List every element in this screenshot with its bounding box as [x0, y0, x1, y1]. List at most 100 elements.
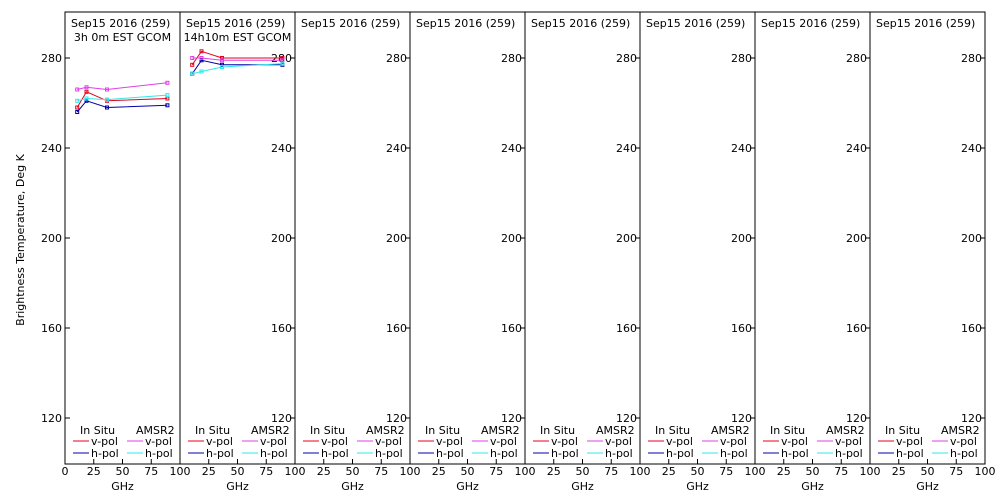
- data-point-in-situ-h-pol: [165, 103, 170, 108]
- x-tick-label: 25: [202, 465, 216, 478]
- x-tick-label: 100: [975, 465, 996, 478]
- y-tick-label: 160: [731, 322, 752, 335]
- x-tick-label: 100: [745, 465, 766, 478]
- chart-panel-6: Sep15 2016 (259) 120 160 200 240 280 25 50 75 100…: [639, 11, 766, 493]
- legend-title-insitu: In Situ: [425, 424, 460, 437]
- data-point-in-situ-h-pol: [75, 110, 80, 114]
- x-tick-label: 50: [116, 465, 130, 478]
- legend-title-insitu: In Situ: [885, 424, 920, 437]
- y-tick-label: 160: [846, 322, 867, 335]
- legend-label-amsr2-v-pol: v-pol: [835, 435, 862, 448]
- legend-label-amsr2-v-pol: v-pol: [490, 435, 517, 448]
- y-tick-label: 200: [41, 232, 62, 245]
- legend-label-insitu-v-pol: v-pol: [551, 435, 578, 448]
- x-tick-label: 50: [576, 465, 590, 478]
- x-tick-label: 75: [604, 465, 618, 478]
- x-tick-label: 25: [662, 465, 676, 478]
- legend-label-insitu-v-pol: v-pol: [896, 435, 923, 448]
- y-tick-label: 280: [616, 52, 637, 65]
- legend-label-insitu-h-pol: h-pol: [321, 447, 349, 460]
- legend-label-insitu-v-pol: v-pol: [206, 435, 233, 448]
- data-point-in-situ-h-pol: [105, 105, 109, 110]
- x-tick-label: 100: [285, 465, 306, 478]
- legend-label-amsr2-h-pol: h-pol: [260, 447, 288, 460]
- data-point-in-situ-v-pol: [220, 56, 224, 60]
- series-line-in-situ-h-pol: [76, 100, 168, 113]
- x-tick-label: 25: [432, 465, 446, 478]
- x-tick-label: 75: [834, 465, 848, 478]
- legend-label-insitu-v-pol: v-pol: [321, 435, 348, 448]
- x-tick-label: 25: [547, 465, 561, 478]
- legend-label-amsr2-v-pol: v-pol: [260, 435, 287, 448]
- legend-label-insitu-h-pol: h-pol: [781, 447, 809, 460]
- legend-title-amsr2: AMSR2: [251, 424, 290, 437]
- data-point-amsr2-h-pol: [220, 65, 224, 69]
- panel-title: Sep15 2016 (259): [301, 17, 400, 30]
- y-tick-label: 200: [731, 232, 752, 245]
- legend-title-insitu: In Situ: [655, 424, 690, 437]
- data-point-in-situ-v-pol: [280, 56, 285, 60]
- chart-panel-5: Sep15 2016 (259) 120 160 200 240 280 25 50 75 100…: [524, 11, 651, 493]
- x-tick-label: 50: [346, 465, 360, 478]
- legend-label-insitu-h-pol: h-pol: [436, 447, 464, 460]
- y-tick-label: 280: [41, 52, 62, 65]
- legend-label-amsr2-v-pol: v-pol: [145, 435, 172, 448]
- data-point-in-situ-v-pol: [75, 105, 80, 110]
- legend-label-insitu-v-pol: v-pol: [91, 435, 118, 448]
- panel-title: Sep15 2016 (259): [646, 17, 745, 30]
- y-tick-label: 280: [386, 52, 407, 65]
- chart-panel-4: Sep15 2016 (259) 120 160 200 240 280 25 50 75 100…: [409, 11, 536, 493]
- x-axis-label: GHz: [111, 480, 134, 493]
- series-line-amsr2-h-pol: [192, 63, 283, 75]
- y-tick-label: 200: [616, 232, 637, 245]
- x-axis-label: GHz: [801, 480, 824, 493]
- chart-panel-3: Sep15 2016 (259) 120 160 200 240 280 25 50 75 100…: [294, 11, 421, 493]
- y-tick-label: 240: [616, 142, 637, 155]
- x-axis-label: GHz: [341, 480, 364, 493]
- y-tick-label: 120: [731, 412, 752, 425]
- data-point-amsr2-h-pol: [84, 96, 89, 101]
- y-tick-label: 120: [501, 412, 522, 425]
- legend-label-insitu-h-pol: h-pol: [551, 447, 579, 460]
- legend-label-amsr2-v-pol: v-pol: [605, 435, 632, 448]
- data-point-amsr2-h-pol: [190, 71, 195, 76]
- x-tick-label: 100: [515, 465, 536, 478]
- x-tick-label: 75: [949, 465, 963, 478]
- legend-title-amsr2: AMSR2: [481, 424, 520, 437]
- legend-label-amsr2-h-pol: h-pol: [835, 447, 863, 460]
- y-tick-label: 160: [41, 322, 62, 335]
- x-tick-label: 50: [461, 465, 475, 478]
- series-line-amsr2-v-pol: [192, 57, 283, 61]
- y-tick-label: 120: [846, 412, 867, 425]
- x-tick-label: 100: [400, 465, 421, 478]
- panel-title: Sep15 2016 (259): [876, 17, 975, 30]
- x-tick-label: 25: [892, 465, 906, 478]
- x-tick-label: 75: [719, 465, 733, 478]
- y-tick-label: 240: [271, 142, 292, 155]
- y-tick-label: 200: [501, 232, 522, 245]
- chart-panel-1: Sep15 2016 (259)3h 0m EST GCOM 120 160 200 2…: [41, 11, 191, 493]
- data-point-amsr2-h-pol: [75, 98, 80, 103]
- legend-label-insitu-h-pol: h-pol: [91, 447, 119, 460]
- series-line-in-situ-h-pol: [191, 59, 283, 75]
- panel-subtitle: 14h10m EST GCOM: [184, 31, 292, 44]
- legend-label-insitu-h-pol: h-pol: [206, 447, 234, 460]
- data-point-amsr2-h-pol: [280, 61, 285, 66]
- y-tick-label: 160: [271, 322, 292, 335]
- y-axis-label: Brightness Temperature, Deg K: [14, 153, 27, 325]
- legend-title-insitu: In Situ: [770, 424, 805, 437]
- y-tick-label: 120: [41, 412, 62, 425]
- data-point-amsr2-v-pol: [165, 80, 170, 85]
- panels: Sep15 2016 (259)3h 0m EST GCOM1201602002…: [41, 11, 996, 493]
- legend-label-insitu-v-pol: v-pol: [666, 435, 693, 448]
- series-line-amsr2-h-pol: [77, 94, 168, 102]
- y-tick-label: 240: [731, 142, 752, 155]
- y-tick-label: 160: [616, 322, 637, 335]
